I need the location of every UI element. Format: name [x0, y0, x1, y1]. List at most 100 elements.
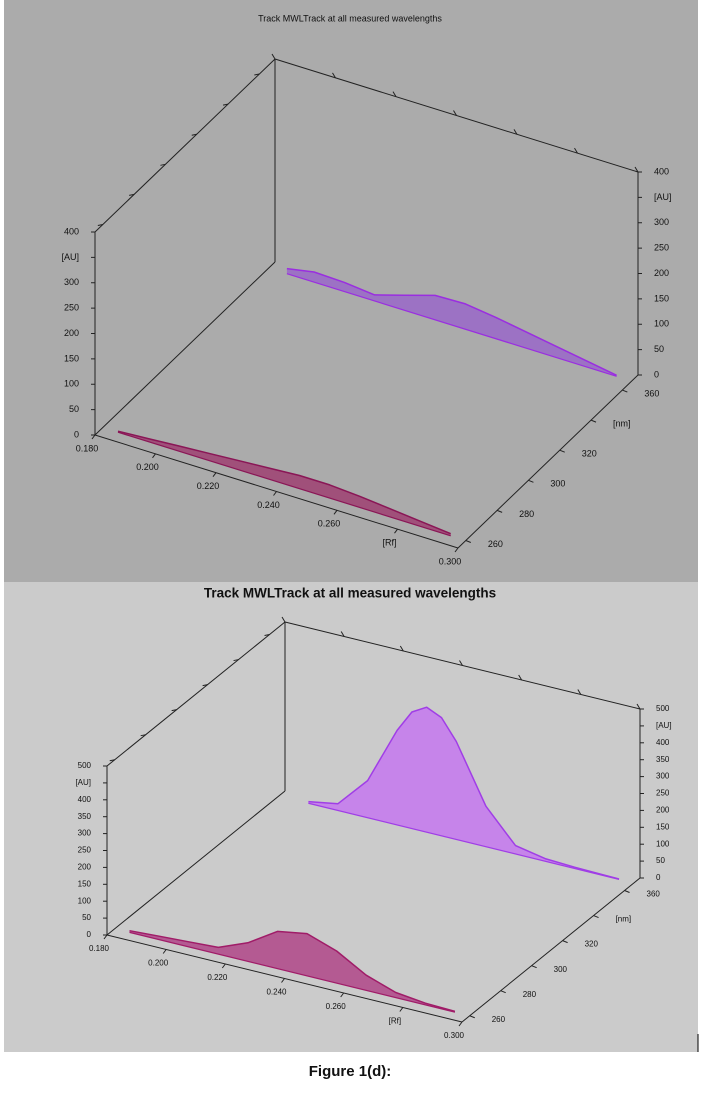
x-tick — [281, 978, 285, 983]
figure-caption: Figure 1(d): — [309, 1063, 392, 1080]
x-tick-label: 0.180 — [89, 944, 110, 953]
z-tick — [140, 734, 146, 737]
x-tick — [399, 1007, 404, 1012]
axis-line — [94, 58, 276, 233]
y2-tick-label: 400 — [656, 738, 670, 747]
x-tick-label: 0.240 — [266, 988, 287, 997]
x-tick — [271, 53, 276, 60]
y2-tick-label: 500 — [656, 704, 670, 713]
x-tick — [221, 963, 226, 969]
x-tick-label: 0.260 — [326, 1002, 347, 1011]
x-tick — [513, 129, 518, 135]
z-tick — [559, 449, 565, 453]
x-tick — [273, 491, 277, 496]
y-tick-label: 100 — [78, 896, 92, 905]
z-tick — [469, 1015, 475, 1019]
x-tick — [454, 547, 459, 553]
y-tick-label: 500 — [78, 761, 92, 770]
z-tick — [562, 940, 568, 944]
x-tick — [340, 631, 345, 637]
z-tick — [129, 193, 135, 196]
y2-tick-label: 200 — [656, 806, 670, 815]
spectrum-line — [117, 430, 451, 535]
y-tick-label: 150 — [64, 353, 79, 363]
x-tick — [162, 949, 167, 954]
z-tick — [254, 73, 260, 76]
y2-tick-label: 200 — [654, 268, 669, 278]
spectrum-line — [286, 267, 617, 376]
z-tick — [222, 103, 229, 106]
y2-tick-label: 50 — [654, 344, 664, 354]
x-tick-label: 0.240 — [257, 500, 280, 510]
z-tick-label: 360 — [644, 388, 659, 398]
z-tick — [233, 659, 239, 662]
y-tick-label: [AU] — [61, 252, 79, 262]
axis-line — [457, 374, 639, 549]
z-tick — [593, 915, 599, 919]
x-tick-label: [Rf] — [382, 538, 396, 548]
z-tick-label: 280 — [523, 990, 537, 999]
z-tick-label: 260 — [492, 1015, 506, 1024]
y-tick-label: 50 — [69, 404, 79, 414]
x-tick — [399, 645, 404, 652]
x-tick-label: 0.180 — [76, 443, 99, 453]
z-tick-label: [nm] — [616, 915, 632, 924]
chart-title: Track MWLTrack at all measured wavelengt… — [258, 13, 442, 23]
y-tick-label: 0 — [74, 429, 79, 439]
x-tick — [459, 660, 463, 666]
area-fill — [286, 268, 617, 377]
z-tick-label: 300 — [550, 479, 565, 489]
z-tick — [500, 990, 506, 994]
z-tick — [191, 133, 197, 136]
chart-title: Track MWLTrack at all measured wavelengt… — [204, 586, 496, 601]
z-tick — [97, 223, 103, 226]
z-tick — [590, 419, 597, 423]
y-tick-label: 400 — [64, 226, 79, 236]
y2-tick-label: 0 — [656, 873, 661, 882]
axis-line — [106, 621, 286, 767]
x-tick-label: 0.200 — [148, 959, 169, 968]
z-tick — [171, 709, 177, 712]
z-tick — [496, 509, 503, 513]
y2-tick-label: 300 — [654, 217, 669, 227]
x-tick — [152, 453, 156, 459]
x-tick — [458, 1021, 463, 1027]
x-tick-label: 0.220 — [207, 973, 228, 982]
axis-line — [94, 261, 276, 436]
x-tick — [577, 689, 582, 695]
z-tick — [202, 684, 208, 687]
z-tick-label: 360 — [647, 890, 661, 899]
y2-tick-label: 50 — [656, 856, 665, 865]
z-tick — [264, 634, 270, 637]
y-tick-label: 100 — [64, 379, 79, 389]
z-tick — [109, 759, 115, 762]
y-tick-label: 50 — [82, 913, 91, 922]
z-tick — [160, 163, 166, 166]
x-tick — [392, 91, 397, 97]
track-baseline — [129, 931, 456, 1013]
z-tick-label: 320 — [585, 940, 599, 949]
x-tick — [91, 434, 96, 440]
x-tick — [574, 147, 578, 154]
x-tick-label: [Rf] — [389, 1017, 401, 1026]
x-tick — [453, 110, 457, 116]
track-baseline — [286, 273, 617, 377]
x-tick — [281, 616, 286, 623]
spectrum-line — [129, 929, 456, 1013]
y2-tick-label: 100 — [656, 839, 670, 848]
y2-tick-label: 150 — [656, 822, 670, 831]
x-tick — [634, 166, 639, 173]
axis-line — [461, 877, 641, 1023]
y-tick-label: 250 — [78, 846, 92, 855]
y-tick-label: 300 — [78, 829, 92, 838]
z-tick-label: 280 — [519, 509, 534, 519]
track-baseline — [117, 431, 451, 537]
y2-tick-label: 150 — [654, 293, 669, 303]
y2-tick-label: 300 — [656, 772, 670, 781]
y-tick-label: 0 — [87, 930, 92, 939]
x-tick — [518, 674, 523, 681]
z-tick-label: 320 — [582, 449, 597, 459]
z-tick-label: [nm] — [613, 419, 631, 429]
z-tick — [528, 479, 534, 483]
